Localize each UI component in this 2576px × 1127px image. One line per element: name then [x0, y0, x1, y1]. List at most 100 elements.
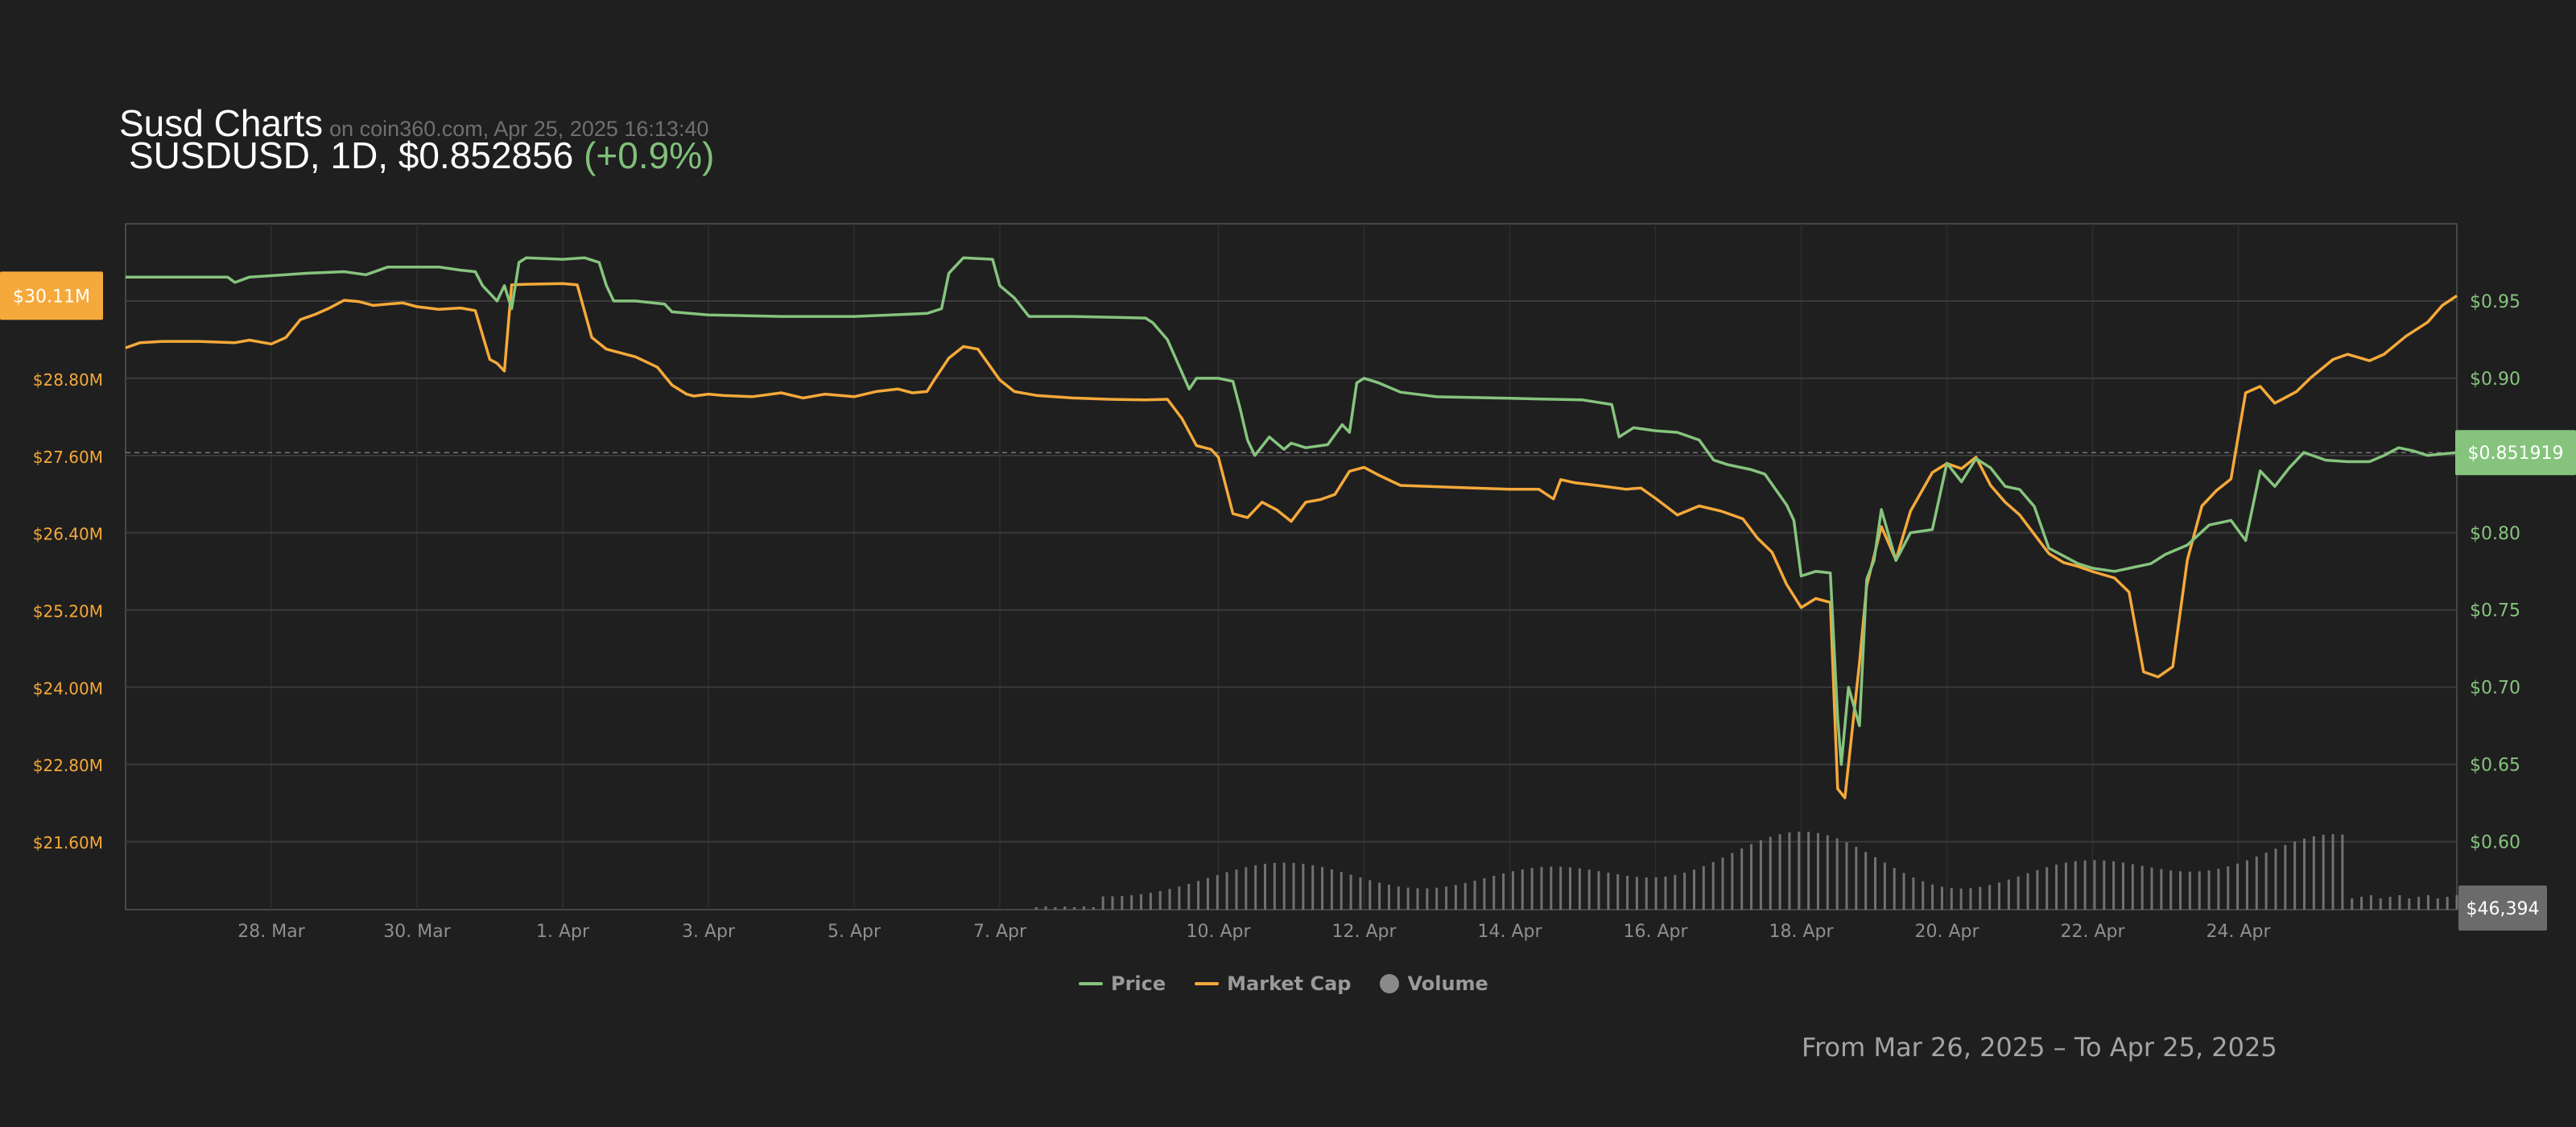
price-change: (+0.9%) — [584, 134, 715, 176]
x-tick-label: 1. Apr — [536, 922, 590, 942]
volume-bar — [2026, 873, 2029, 910]
y-left-tick-label: $28.80M — [33, 370, 103, 390]
volume-bar — [1702, 865, 1705, 910]
chart-legend: Price Market Cap Volume — [1079, 972, 1488, 995]
legend-item-price[interactable]: Price — [1079, 972, 1166, 995]
volume-bar — [2351, 898, 2354, 910]
volume-bar — [1140, 894, 1143, 910]
volume-bar — [2436, 898, 2439, 910]
volume-bar — [1654, 877, 1657, 910]
volume-bar — [1826, 835, 1829, 910]
volume-bar — [2169, 870, 2173, 910]
volume-bar — [2331, 834, 2334, 910]
volume-bar — [2179, 871, 2182, 910]
x-tick-label: 18. Apr — [1769, 922, 1834, 942]
volume-bar — [1282, 862, 1286, 910]
y-right-tick-label: $0.65 — [2470, 756, 2520, 776]
volume-bar — [2284, 844, 2287, 910]
pair-price-label: SUSDUSD, 1D, $0.852856 — [129, 134, 574, 176]
y-right-tick-label: $0.95 — [2470, 292, 2520, 312]
y-left-tick-label: $21.60M — [33, 833, 103, 852]
chart-title-line: Susd Charts on coin360.com, Apr 25, 2025 … — [119, 101, 708, 145]
volume-bar — [1054, 907, 1057, 910]
date-range: From Mar 26, 2025 – To Apr 25, 2025 — [1802, 1032, 2277, 1063]
volume-bar — [2074, 861, 2077, 910]
volume-bar — [1883, 862, 1886, 910]
volume-bar — [1082, 906, 1085, 910]
volume-bar — [1731, 852, 1734, 910]
current-price-badge-label: $0.851919 — [2468, 444, 2564, 464]
legend-item-market-cap[interactable]: Market Cap — [1195, 972, 1351, 995]
volume-bar — [2017, 876, 2020, 910]
volume-bar — [1540, 867, 1543, 910]
x-tick-label: 16. Apr — [1623, 922, 1688, 942]
x-tick-label: 28. Mar — [237, 922, 305, 942]
volume-bar — [1940, 886, 1943, 910]
volume-bar — [1692, 869, 1695, 910]
volume-bar — [1216, 874, 1219, 910]
x-tick-label: 12. Apr — [1331, 922, 1397, 942]
volume-bar — [2140, 865, 2144, 910]
volume-bar — [1130, 895, 1133, 910]
volume-bar — [2131, 864, 2134, 910]
volume-bar — [1101, 896, 1104, 910]
volume-bar — [1969, 888, 1972, 910]
volume-bar — [2121, 862, 2124, 910]
volume-bar — [2388, 897, 2392, 910]
volume-bar — [1893, 868, 1896, 910]
volume-bar — [1483, 878, 1486, 910]
legend-item-volume[interactable]: Volume — [1380, 972, 1488, 995]
volume-bar — [2198, 871, 2201, 910]
y-left-tick-label: $27.60M — [33, 448, 103, 467]
volume-bar — [1740, 848, 1744, 910]
volume-bar — [1416, 888, 1419, 910]
volume-bar — [2064, 862, 2067, 910]
x-tick-label: 10. Apr — [1186, 922, 1251, 942]
volume-bar — [2112, 861, 2116, 910]
volume-bar — [1302, 864, 1305, 910]
volume-bar — [1158, 890, 1162, 910]
volume-bar — [1597, 871, 1600, 910]
y-left-tick-label: $25.20M — [33, 601, 103, 621]
volume-bar — [1340, 872, 1343, 910]
volume-bar — [1626, 875, 1629, 910]
chart-subtitle: SUSDUSD, 1D, $0.852856 (+0.9%) — [129, 134, 714, 177]
volume-bar — [1778, 834, 1781, 910]
volume-bar — [1874, 857, 1877, 910]
market-cap-line — [125, 282, 2458, 799]
volume-bar — [1950, 888, 1953, 910]
volume-bar — [1406, 887, 1410, 910]
volume-bar — [1073, 907, 1076, 910]
volume-bar — [1121, 895, 1124, 910]
volume-bar — [1225, 872, 1228, 910]
volume-bar — [1798, 832, 1801, 910]
volume-bar — [1711, 861, 1715, 910]
volume-bar — [1168, 889, 1171, 910]
volume-bar — [2217, 869, 2220, 910]
volume-bar — [1330, 869, 1333, 910]
volume-bar — [2083, 860, 2087, 910]
x-tick-label: 7. Apr — [973, 922, 1027, 942]
volume-bar — [1359, 877, 1362, 910]
volume-bar — [1559, 866, 1563, 910]
volume-bar — [1845, 842, 1848, 910]
x-tick-label: 30. Mar — [383, 922, 451, 942]
y-left-tick-label: $26.40M — [33, 525, 103, 544]
y-left-tick-label: $22.80M — [33, 756, 103, 775]
volume-bar — [1759, 840, 1762, 910]
volume-bar — [2302, 838, 2306, 910]
volume-bar — [1473, 881, 1476, 910]
volume-bar — [1463, 882, 1467, 910]
volume-bar — [1149, 893, 1152, 910]
y-right-tick-label: $0.70 — [2470, 679, 2520, 699]
volume-bar — [1788, 832, 1791, 910]
volume-bar — [1273, 862, 1276, 910]
volume-bar — [2369, 895, 2372, 910]
x-tick-label: 5. Apr — [828, 922, 881, 942]
volume-bar — [1178, 886, 1181, 910]
volume-bar — [1368, 880, 1372, 910]
volume-bar — [1607, 873, 1610, 910]
volume-bar — [1445, 886, 1448, 910]
